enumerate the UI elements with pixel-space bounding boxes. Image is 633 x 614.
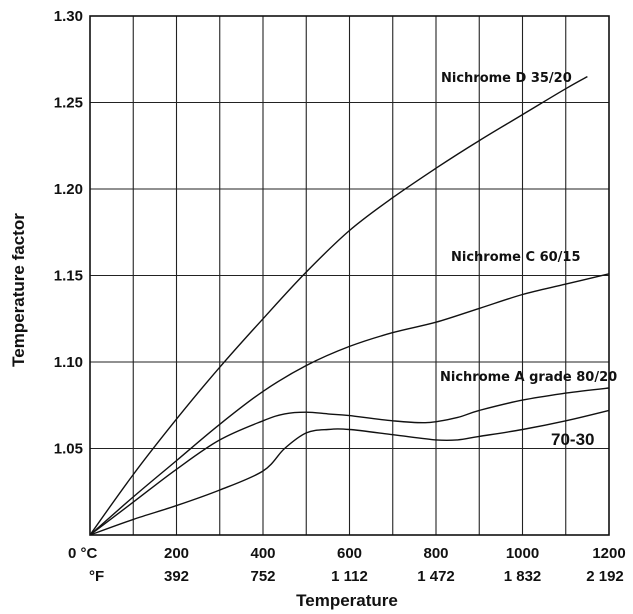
nichrome-c-line	[89, 273, 610, 536]
x-tick-label-celsius: 400	[250, 545, 275, 562]
y-tick-label: 1.15	[54, 268, 83, 285]
x-axis-title: Temperature	[296, 591, 398, 610]
x-tick-label-celsius: 1000	[506, 545, 539, 562]
x-origin-label-fahrenheit: °F	[89, 568, 104, 585]
series-label-70-30: 70-30	[551, 430, 594, 449]
x-tick-label-celsius: 800	[423, 545, 448, 562]
series-label-nichrome-d: Nichrome D 35/20	[441, 71, 572, 86]
tick-labels: 1.05 1.10 1.15 1.20 1.25 1.30 200 400 600 800 1000…	[54, 8, 626, 585]
x-tick-label-fahrenheit: 1 472	[417, 568, 455, 585]
x-origin-label-celsius: 0 °C	[68, 545, 98, 562]
x-tick-label-celsius: 200	[164, 545, 189, 562]
x-tick-label-fahrenheit: 752	[250, 568, 275, 585]
nichrome-d-line	[89, 75, 588, 536]
y-axis-title: Temperature factor	[9, 213, 28, 367]
series-label-nichrome-c: Nichrome C 60/15	[451, 250, 581, 265]
y-tick-label: 1.10	[54, 354, 83, 371]
alloy-70-30-line	[89, 409, 610, 536]
plot-frame	[89, 15, 610, 536]
y-tick-label: 1.05	[54, 441, 83, 458]
y-tick-label: 1.30	[54, 8, 83, 25]
nichrome-a-line	[89, 387, 610, 536]
x-tick-label-fahrenheit: 1 832	[504, 568, 542, 585]
x-tick-label-fahrenheit: 392	[164, 568, 189, 585]
series-label-nichrome-a: Nichrome A grade 80/20	[440, 370, 617, 385]
x-tick-label-fahrenheit: 1 112	[331, 568, 368, 585]
y-tick-label: 1.20	[54, 181, 83, 198]
x-tick-label-celsius: 600	[337, 545, 362, 562]
grid	[90, 16, 609, 535]
series-lines	[89, 75, 610, 536]
y-tick-label: 1.25	[54, 95, 83, 112]
x-tick-label-celsius: 1200	[592, 545, 625, 562]
x-tick-label-fahrenheit: 2 192	[586, 568, 624, 585]
